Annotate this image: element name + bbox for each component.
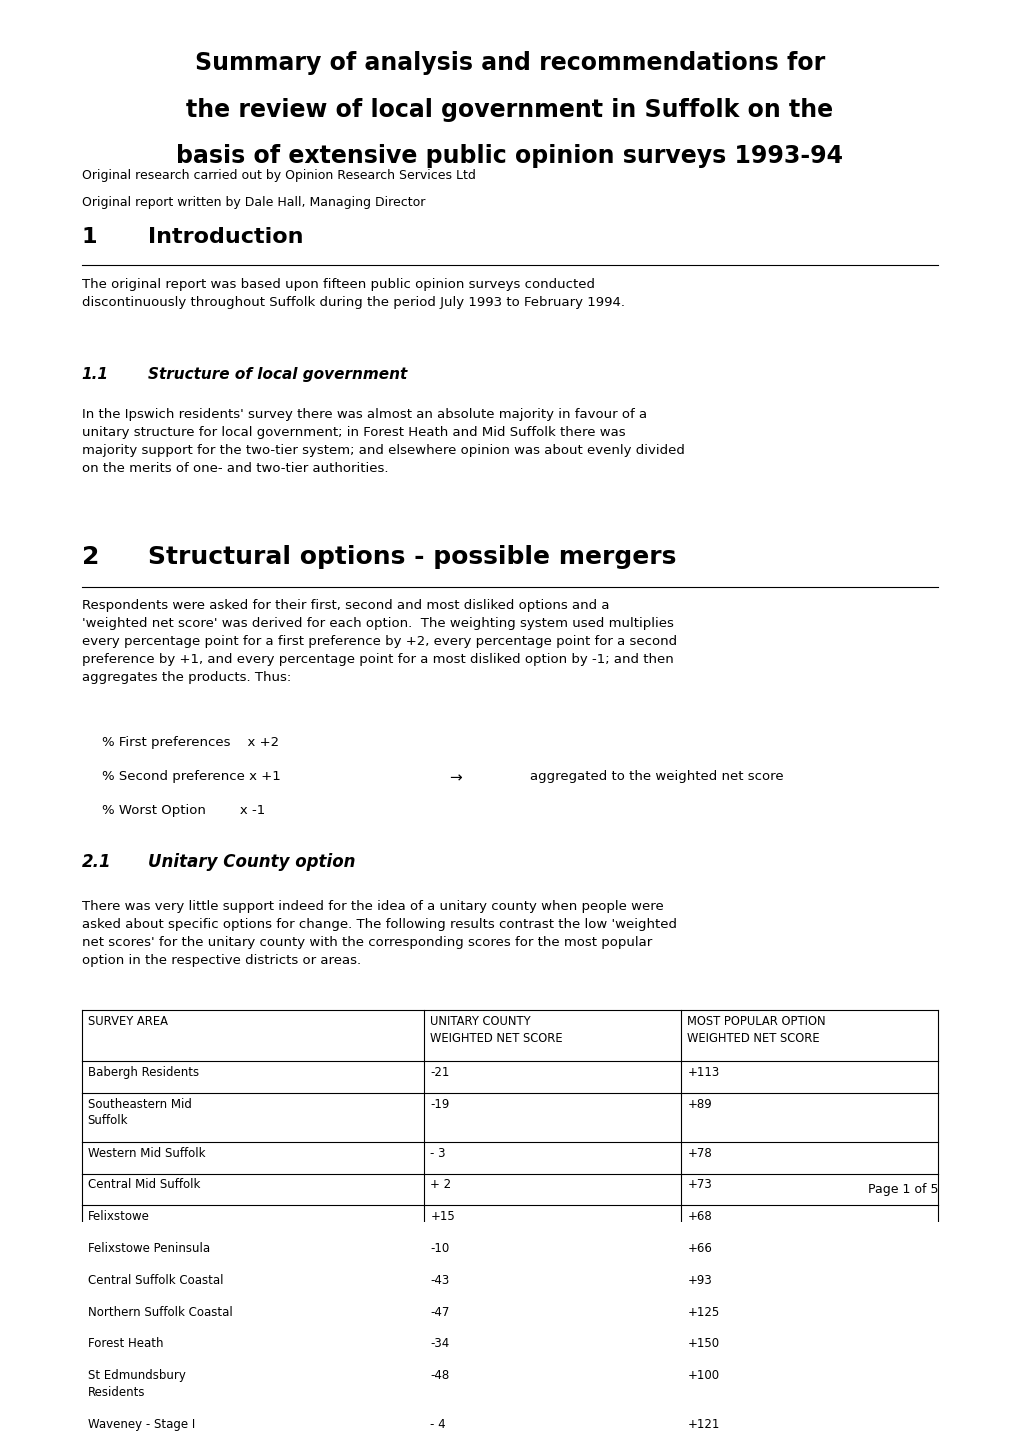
Text: 2: 2 [82, 545, 99, 570]
Text: The original report was based upon fifteen public opinion surveys conducted
disc: The original report was based upon fifte… [82, 277, 624, 309]
Text: +150: +150 [687, 1337, 718, 1350]
Text: % First preferences    x +2: % First preferences x +2 [102, 735, 279, 748]
Text: -21: -21 [430, 1066, 449, 1079]
Text: % Second preference x +1: % Second preference x +1 [102, 770, 280, 783]
Text: -48: -48 [430, 1368, 449, 1383]
Text: Introduction: Introduction [148, 228, 303, 248]
Text: Structural options - possible mergers: Structural options - possible mergers [148, 545, 676, 570]
Text: Page 1 of 5: Page 1 of 5 [867, 1182, 937, 1195]
Text: +121: +121 [687, 1417, 719, 1430]
Text: -10: -10 [430, 1242, 449, 1255]
Text: -47: -47 [430, 1305, 449, 1318]
Text: Felixstowe Peninsula: Felixstowe Peninsula [88, 1242, 210, 1255]
Text: UNITARY COUNTY
WEIGHTED NET SCORE: UNITARY COUNTY WEIGHTED NET SCORE [430, 1015, 562, 1044]
Text: Northern Suffolk Coastal: Northern Suffolk Coastal [88, 1305, 232, 1318]
Text: In the Ipswich residents' survey there was almost an absolute majority in favour: In the Ipswich residents' survey there w… [82, 408, 684, 476]
Text: -43: -43 [430, 1273, 449, 1286]
Text: % Worst Option        x -1: % Worst Option x -1 [102, 805, 265, 818]
Text: -34: -34 [430, 1337, 449, 1350]
Text: Original report written by Dale Hall, Managing Director: Original report written by Dale Hall, Ma… [82, 196, 425, 209]
Text: Summary of analysis and recommendations for: Summary of analysis and recommendations … [195, 52, 824, 75]
Text: +93: +93 [687, 1273, 711, 1286]
Text: +89: +89 [687, 1097, 711, 1110]
Text: +100: +100 [687, 1368, 718, 1383]
Text: Forest Heath: Forest Heath [88, 1337, 163, 1350]
Text: +73: +73 [687, 1178, 711, 1191]
Text: St Edmundsbury
Residents: St Edmundsbury Residents [88, 1368, 185, 1399]
Text: Structure of local government: Structure of local government [148, 366, 407, 382]
Text: +15: +15 [430, 1210, 454, 1223]
Text: +78: +78 [687, 1146, 711, 1159]
Text: There was very little support indeed for the idea of a unitary county when peopl: There was very little support indeed for… [82, 900, 676, 966]
Text: 2.1: 2.1 [82, 854, 111, 871]
Text: +125: +125 [687, 1305, 719, 1318]
Text: Respondents were asked for their first, second and most disliked options and a
': Respondents were asked for their first, … [82, 598, 676, 684]
Text: +66: +66 [687, 1242, 711, 1255]
Text: Western Mid Suffolk: Western Mid Suffolk [88, 1146, 205, 1159]
Text: aggregated to the weighted net score: aggregated to the weighted net score [530, 770, 784, 783]
Text: Unitary County option: Unitary County option [148, 854, 355, 871]
Text: Felixstowe: Felixstowe [88, 1210, 150, 1223]
Text: +113: +113 [687, 1066, 719, 1079]
Text: Central Mid Suffolk: Central Mid Suffolk [88, 1178, 200, 1191]
Text: 1: 1 [82, 228, 97, 248]
Text: +68: +68 [687, 1210, 711, 1223]
Text: Southeastern Mid
Suffolk: Southeastern Mid Suffolk [88, 1097, 192, 1128]
Text: -19: -19 [430, 1097, 449, 1110]
Text: basis of extensive public opinion surveys 1993-94: basis of extensive public opinion survey… [176, 144, 843, 169]
Text: Waveney - Stage I: Waveney - Stage I [88, 1417, 195, 1430]
Text: the review of local government in Suffolk on the: the review of local government in Suffol… [186, 98, 833, 121]
Text: MOST POPULAR OPTION
WEIGHTED NET SCORE: MOST POPULAR OPTION WEIGHTED NET SCORE [687, 1015, 825, 1044]
Text: Babergh Residents: Babergh Residents [88, 1066, 199, 1079]
Text: 1.1: 1.1 [82, 366, 108, 382]
Text: Central Suffolk Coastal: Central Suffolk Coastal [88, 1273, 223, 1286]
Text: →: → [448, 770, 462, 784]
Text: - 3: - 3 [430, 1146, 445, 1159]
Text: + 2: + 2 [430, 1178, 451, 1191]
Text: Original research carried out by Opinion Research Services Ltd: Original research carried out by Opinion… [82, 169, 475, 182]
Text: - 4: - 4 [430, 1417, 445, 1430]
Text: SURVEY AREA: SURVEY AREA [88, 1015, 167, 1028]
